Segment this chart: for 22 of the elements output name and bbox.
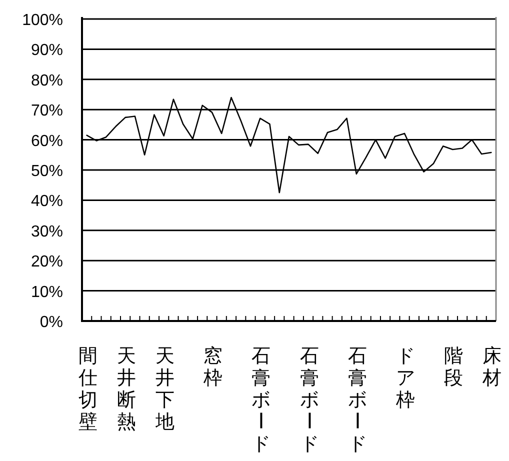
y-tick-label: 70%	[30, 102, 63, 120]
x-tick-label: 天井断熱	[116, 346, 136, 433]
y-tick-label: 60%	[30, 132, 63, 150]
y-tick-label: 0%	[40, 314, 63, 331]
y-tick-label: 100%	[22, 12, 63, 29]
y-tick-label: 40%	[30, 193, 63, 210]
y-tick-label: 80%	[30, 72, 63, 90]
x-tick-label: 石膏ボード	[345, 346, 367, 455]
y-tick-label: 20%	[30, 254, 63, 271]
x-tick-label: 窓枠	[202, 345, 222, 389]
y-tick-label: 90%	[30, 42, 63, 60]
x-tick-label: 床材	[482, 345, 502, 389]
y-tick-label: 10%	[30, 284, 63, 301]
line-series	[86, 96, 492, 194]
x-tick-label: 石膏ボード	[249, 346, 271, 455]
x-tick-label: 間仕切壁	[77, 346, 98, 433]
x-tick-label: 階段	[444, 346, 464, 389]
y-tick-label: 50%	[30, 163, 63, 180]
x-tick-label: 石膏ボード	[297, 346, 319, 455]
y-tick-label: 30%	[30, 223, 63, 240]
x-tick-label: ドア枠	[395, 346, 416, 411]
x-tick-label: 天井下地	[154, 346, 174, 433]
